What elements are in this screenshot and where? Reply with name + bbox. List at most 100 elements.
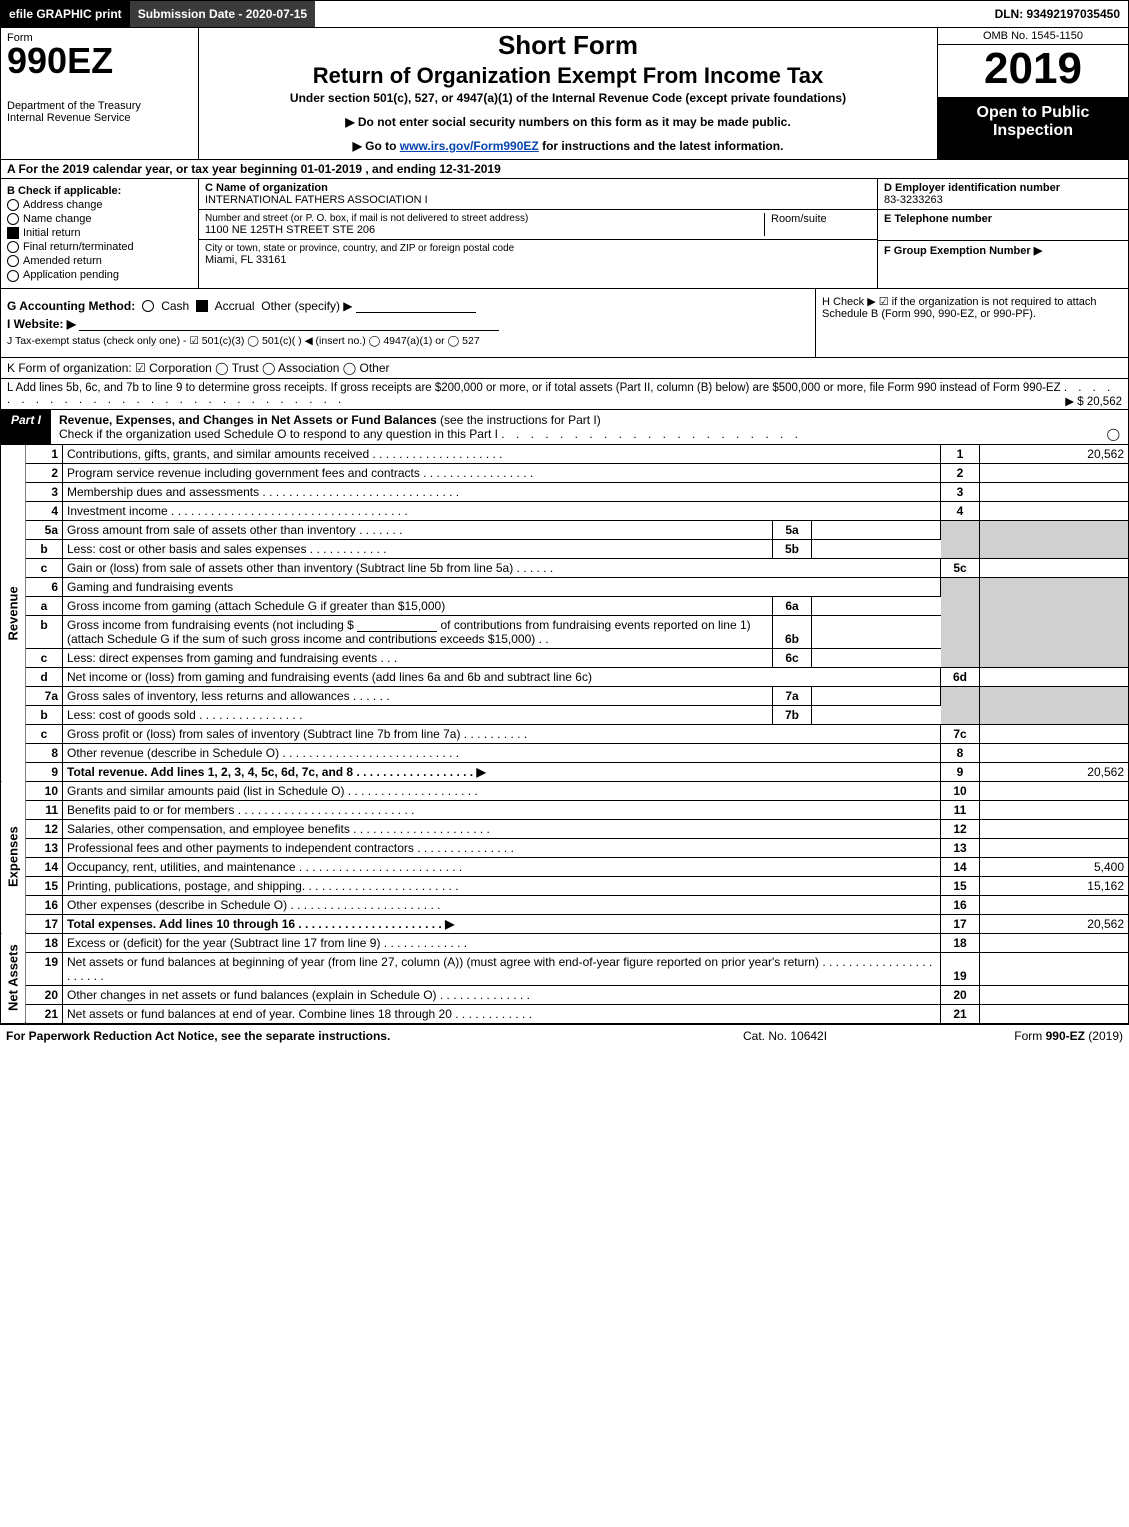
b-opt-pending[interactable]: Application pending	[7, 269, 192, 281]
irs-link[interactable]: www.irs.gov/Form990EZ	[400, 139, 539, 153]
l20-desc: Other changes in net assets or fund bala…	[63, 985, 941, 1004]
line-5a: 5a Gross amount from sale of assets othe…	[1, 520, 1128, 539]
efile-print-button[interactable]: efile GRAPHIC print	[1, 1, 130, 27]
l20-val	[980, 985, 1129, 1004]
l20-col: 20	[941, 985, 980, 1004]
l13-val	[980, 838, 1129, 857]
l10-desc: Grants and similar amounts paid (list in…	[63, 781, 941, 800]
g-accounting: G Accounting Method: Cash Accrual Other …	[7, 299, 809, 313]
part1-header: Part I Revenue, Expenses, and Changes in…	[1, 410, 1128, 445]
l10-val	[980, 781, 1129, 800]
l16-desc: Other expenses (describe in Schedule O) …	[63, 895, 941, 914]
l16-col: 16	[941, 895, 980, 914]
form-frame: Form 990EZ Department of the Treasury In…	[0, 27, 1129, 1025]
part1-check-dots: . . . . . . . . . . . . . . . . . . . . …	[501, 427, 802, 441]
l19-col: 19	[941, 952, 980, 985]
l6a-mini: 6a	[773, 596, 812, 615]
b-opt-name[interactable]: Name change	[7, 213, 192, 225]
line-17: 17 Total expenses. Add lines 10 through 1…	[1, 914, 1128, 933]
i-label: I Website: ▶	[7, 317, 76, 331]
l9-col: 9	[941, 762, 980, 781]
lines-table: Revenue 1 Contributions, gifts, grants, …	[1, 445, 1128, 1024]
b-opt-address[interactable]: Address change	[7, 199, 192, 211]
line-14: 14Occupancy, rent, utilities, and mainte…	[1, 857, 1128, 876]
instr-no-ssn: ▶ Do not enter social security numbers o…	[209, 115, 927, 129]
l5ab-shade-col	[941, 520, 980, 558]
l21-desc: Net assets or fund balances at end of ye…	[63, 1004, 941, 1023]
l3-desc: Membership dues and assessments . . . . …	[63, 482, 941, 501]
l8-desc: Other revenue (describe in Schedule O) .…	[63, 743, 941, 762]
l6a-mini-val	[812, 596, 941, 615]
f-block: F Group Exemption Number ▶	[878, 241, 1128, 288]
l1-col: 1	[941, 445, 980, 464]
l12-col: 12	[941, 819, 980, 838]
b-opt-final-label: Final return/terminated	[23, 241, 134, 253]
l17-num: 17	[26, 914, 63, 933]
g-cash-label: Cash	[161, 299, 189, 313]
l6a-desc: Gross income from gaming (attach Schedul…	[63, 596, 773, 615]
line-15: 15Printing, publications, postage, and s…	[1, 876, 1128, 895]
l8-num: 8	[26, 743, 63, 762]
b-opt-amended[interactable]: Amended return	[7, 255, 192, 267]
g-accrual-check[interactable]	[196, 300, 208, 312]
l6b-mini-val	[812, 615, 941, 648]
line-1: Revenue 1 Contributions, gifts, grants, …	[1, 445, 1128, 464]
l14-desc: Occupancy, rent, utilities, and maintena…	[63, 857, 941, 876]
l8-col: 8	[941, 743, 980, 762]
l6-shade-col	[941, 577, 980, 667]
line-10: Expenses 10 Grants and similar amounts p…	[1, 781, 1128, 800]
l14-num: 14	[26, 857, 63, 876]
l2-val	[980, 463, 1129, 482]
omb-number: OMB No. 1545-1150	[938, 28, 1128, 45]
l-text: L Add lines 5b, 6c, and 7b to line 9 to …	[7, 382, 1061, 394]
l6b-desc-pre: Gross income from fundraising events (no…	[67, 618, 357, 632]
g-label: G Accounting Method:	[7, 299, 135, 313]
l7c-col: 7c	[941, 724, 980, 743]
l5b-mini-val	[812, 539, 941, 558]
part1-check-box[interactable]: ◯	[1107, 427, 1120, 441]
section-def: D Employer identification number 83-3233…	[877, 179, 1128, 288]
b-opt-final[interactable]: Final return/terminated	[7, 241, 192, 253]
l3-num: 3	[26, 482, 63, 501]
b-opt-initial[interactable]: Initial return	[7, 227, 192, 239]
l11-num: 11	[26, 800, 63, 819]
line-9: 9 Total revenue. Add lines 1, 2, 3, 4, 5…	[1, 762, 1128, 781]
l19-desc: Net assets or fund balances at beginning…	[63, 952, 941, 985]
l9-num: 9	[26, 762, 63, 781]
l8-val	[980, 743, 1129, 762]
d-ein-value: 83-3233263	[884, 194, 1122, 206]
l-value: ▶ $ 20,562	[1065, 394, 1122, 408]
l15-num: 15	[26, 876, 63, 895]
l17-desc-text: Total expenses. Add lines 10 through 16 …	[67, 917, 454, 931]
line-2: 2 Program service revenue including gove…	[1, 463, 1128, 482]
form-number: 990EZ	[7, 40, 192, 82]
l5c-num: c	[26, 558, 63, 577]
l9-desc-text: Total revenue. Add lines 1, 2, 3, 4, 5c,…	[67, 765, 486, 779]
l20-num: 20	[26, 985, 63, 1004]
c-room-label: Room/suite	[764, 213, 871, 236]
l2-num: 2	[26, 463, 63, 482]
l6b-amount-input[interactable]	[357, 619, 437, 632]
line-7c: c Gross profit or (loss) from sales of i…	[1, 724, 1128, 743]
line-16: 16Other expenses (describe in Schedule O…	[1, 895, 1128, 914]
section-net-assets-label: Net Assets	[1, 933, 26, 1023]
top-bar: efile GRAPHIC print Submission Date - 20…	[0, 0, 1129, 27]
l19-val	[980, 952, 1129, 985]
l12-val	[980, 819, 1129, 838]
c-city-label: City or town, state or province, country…	[205, 243, 871, 254]
l5c-desc: Gain or (loss) from sale of assets other…	[63, 558, 941, 577]
g-other-input[interactable]	[356, 300, 476, 313]
d-block: D Employer identification number 83-3233…	[878, 179, 1128, 210]
g-cash-check[interactable]	[142, 300, 154, 312]
l18-desc: Excess or (deficit) for the year (Subtra…	[63, 933, 941, 952]
l16-num: 16	[26, 895, 63, 914]
open-public-badge: Open to Public Inspection	[938, 98, 1128, 159]
line-19: 19Net assets or fund balances at beginni…	[1, 952, 1128, 985]
c-street-value: 1100 NE 125TH STREET STE 206	[205, 224, 764, 236]
l3-val	[980, 482, 1129, 501]
l6-shade-val	[980, 577, 1129, 667]
row-a-tax-year: A For the 2019 calendar year, or tax yea…	[1, 160, 1128, 179]
i-website-input[interactable]	[79, 318, 499, 331]
l6d-col: 6d	[941, 667, 980, 686]
row-gh-left: G Accounting Method: Cash Accrual Other …	[1, 289, 815, 357]
